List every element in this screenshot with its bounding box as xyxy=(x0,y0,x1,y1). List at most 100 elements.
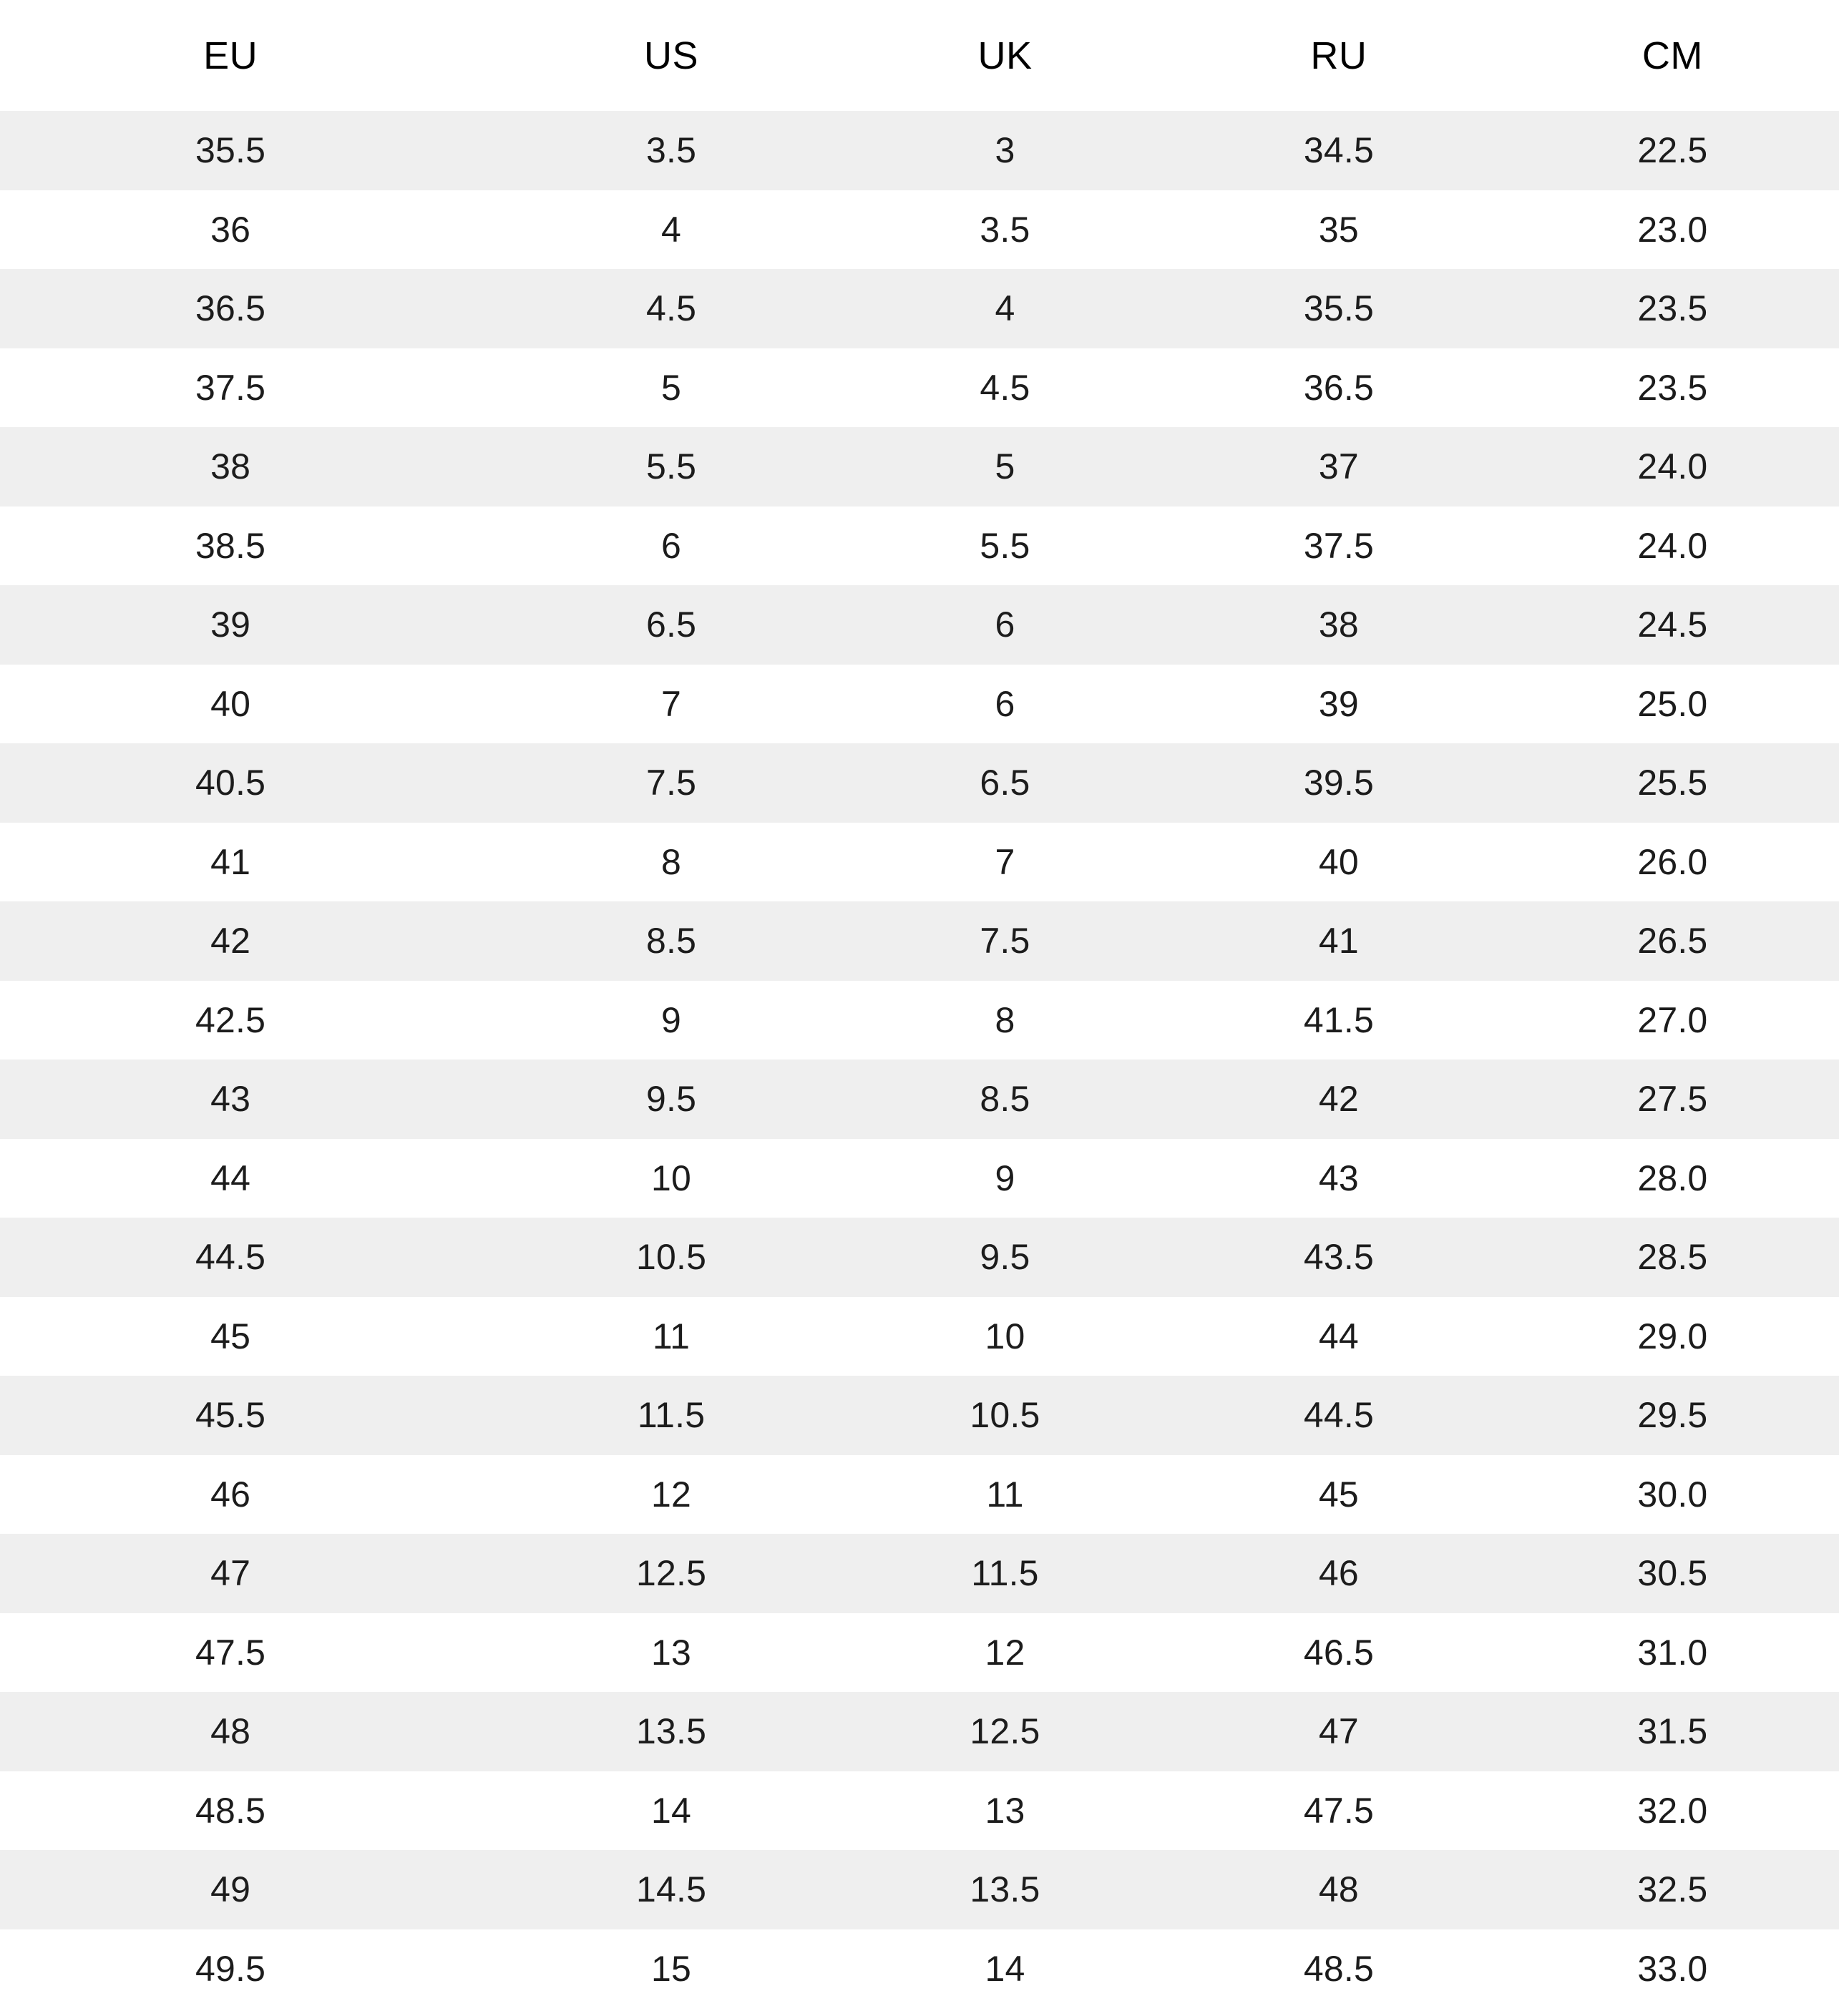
table-cell-cm: 23.0 xyxy=(1506,190,1839,269)
cell-value: 36.5 xyxy=(195,288,266,329)
table-cell-eu: 37.5 xyxy=(0,348,504,427)
table-cell-eu: 40.5 xyxy=(0,743,504,823)
table-cell-cm: 24.0 xyxy=(1506,427,1839,507)
table-cell-us: 14.5 xyxy=(504,1850,839,1929)
table-cell-cm: 29.5 xyxy=(1506,1376,1839,1455)
cell-value: 48 xyxy=(210,1711,251,1752)
table-cell-us: 6 xyxy=(504,506,839,585)
table-cell-eu: 48.5 xyxy=(0,1771,504,1850)
table-cell-uk: 3.5 xyxy=(838,190,1172,269)
table-cell-us: 11.5 xyxy=(504,1376,839,1455)
table-row: 47.5 13 12 46.5 31.0 xyxy=(0,1613,1839,1692)
table-cell-us: 9.5 xyxy=(504,1060,839,1139)
table-cell-eu: 49.5 xyxy=(0,1929,504,2008)
column-header-eu: EU xyxy=(0,0,504,111)
table-row: 42.5 9 8 41.5 27.0 xyxy=(0,980,1839,1060)
table-row: 48 13.5 12.5 47 31.5 xyxy=(0,1692,1839,1771)
table-cell-ru: 46.5 xyxy=(1171,1613,1506,1692)
table-row: 45.5 11.5 10.5 44.5 29.5 xyxy=(0,1376,1839,1455)
table-cell-us: 14 xyxy=(504,1771,839,1850)
table-cell-uk: 6 xyxy=(838,585,1172,665)
table-row: 36 4 3.5 35 23.0 xyxy=(0,190,1839,269)
table-cell-eu: 36 xyxy=(0,190,504,269)
table-cell-eu: 45 xyxy=(0,1296,504,1376)
cell-value: 47 xyxy=(210,1553,251,1594)
table-cell-uk: 13 xyxy=(838,1771,1172,1850)
table-row: 41 8 7 40 26.0 xyxy=(0,822,1839,901)
table-cell-eu: 40 xyxy=(0,664,504,743)
table-cell-eu: 43 xyxy=(0,1060,504,1139)
table-cell-us: 8 xyxy=(504,822,839,901)
table-cell-eu: 49 xyxy=(0,1850,504,1929)
table-cell-ru: 41.5 xyxy=(1171,980,1506,1060)
table-row: 44 10 9 43 28.0 xyxy=(0,1138,1839,1218)
table-cell-cm: 26.0 xyxy=(1506,822,1839,901)
table-cell-ru: 44 xyxy=(1171,1296,1506,1376)
table-cell-cm: 30.5 xyxy=(1506,1534,1839,1613)
table-cell-uk: 13.5 xyxy=(838,1850,1172,1929)
cell-value: 37.5 xyxy=(195,367,266,408)
table-cell-uk: 12 xyxy=(838,1613,1172,1692)
table-cell-uk: 11.5 xyxy=(838,1534,1172,1613)
table-cell-us: 7.5 xyxy=(504,743,839,823)
table-cell-us: 5.5 xyxy=(504,427,839,507)
table-cell-ru: 44.5 xyxy=(1171,1376,1506,1455)
table-row: 49 14.5 13.5 48 32.5 xyxy=(0,1850,1839,1929)
table-cell-eu: 42 xyxy=(0,901,504,981)
table-row: 42 8.5 7.5 41 26.5 xyxy=(0,901,1839,981)
column-header-us: US xyxy=(504,0,839,111)
column-header-uk: UK xyxy=(838,0,1172,111)
table-row: 45 11 10 44 29.0 xyxy=(0,1296,1839,1376)
table-cell-us: 11 xyxy=(504,1296,839,1376)
table-cell-us: 15 xyxy=(504,1929,839,2008)
table-cell-us: 5 xyxy=(504,348,839,427)
cell-value: 49.5 xyxy=(195,1948,266,1989)
table-cell-ru: 40 xyxy=(1171,822,1506,901)
table-cell-eu: 44.5 xyxy=(0,1218,504,1297)
table-cell-eu: 45.5 xyxy=(0,1376,504,1455)
table-cell-uk: 8 xyxy=(838,980,1172,1060)
table-row: 47 12.5 11.5 46 30.5 xyxy=(0,1534,1839,1613)
table-cell-cm: 31.0 xyxy=(1506,1613,1839,1692)
cell-value: 46 xyxy=(210,1474,251,1515)
table-cell-uk: 12.5 xyxy=(838,1692,1172,1771)
table-row: 38.5 6 5.5 37.5 24.0 xyxy=(0,506,1839,585)
table-cell-ru: 47 xyxy=(1171,1692,1506,1771)
table-cell-uk: 14 xyxy=(838,1929,1172,2008)
table-cell-eu: 47 xyxy=(0,1534,504,1613)
table-cell-eu: 36.5 xyxy=(0,269,504,348)
table-cell-cm: 32.0 xyxy=(1506,1771,1839,1850)
table-cell-cm: 26.5 xyxy=(1506,901,1839,981)
table-cell-ru: 48.5 xyxy=(1171,1929,1506,2008)
table-row: 49.5 15 14 48.5 33.0 xyxy=(0,1929,1839,2008)
table-row: 43 9.5 8.5 42 27.5 xyxy=(0,1060,1839,1139)
table-cell-uk: 5 xyxy=(838,427,1172,507)
table-cell-cm: 28.5 xyxy=(1506,1218,1839,1297)
table-cell-ru: 38 xyxy=(1171,585,1506,665)
table-row: 35.5 3.5 3 34.5 22.5 xyxy=(0,111,1839,190)
table-cell-us: 4 xyxy=(504,190,839,269)
table-cell-ru: 34.5 xyxy=(1171,111,1506,190)
table-cell-ru: 48 xyxy=(1171,1850,1506,1929)
table-cell-uk: 4.5 xyxy=(838,348,1172,427)
table-cell-ru: 39 xyxy=(1171,664,1506,743)
cell-value: 42 xyxy=(210,921,251,961)
cell-value: 43 xyxy=(210,1079,251,1120)
column-header-ru: RU xyxy=(1171,0,1506,111)
column-header-cm: CM xyxy=(1506,0,1839,111)
cell-value: 38.5 xyxy=(195,525,266,566)
column-header-uk-label: UK xyxy=(977,34,1033,77)
table-cell-ru: 37.5 xyxy=(1171,506,1506,585)
table-cell-ru: 43 xyxy=(1171,1138,1506,1218)
table-cell-us: 10 xyxy=(504,1138,839,1218)
cell-value: 47.5 xyxy=(195,1632,266,1673)
cell-value: 40 xyxy=(210,683,251,724)
table-cell-eu: 46 xyxy=(0,1454,504,1534)
table-cell-uk: 8.5 xyxy=(838,1060,1172,1139)
table-cell-us: 13.5 xyxy=(504,1692,839,1771)
table-cell-cm: 32.5 xyxy=(1506,1850,1839,1929)
table-cell-uk: 9.5 xyxy=(838,1218,1172,1297)
table-cell-eu: 42.5 xyxy=(0,980,504,1060)
